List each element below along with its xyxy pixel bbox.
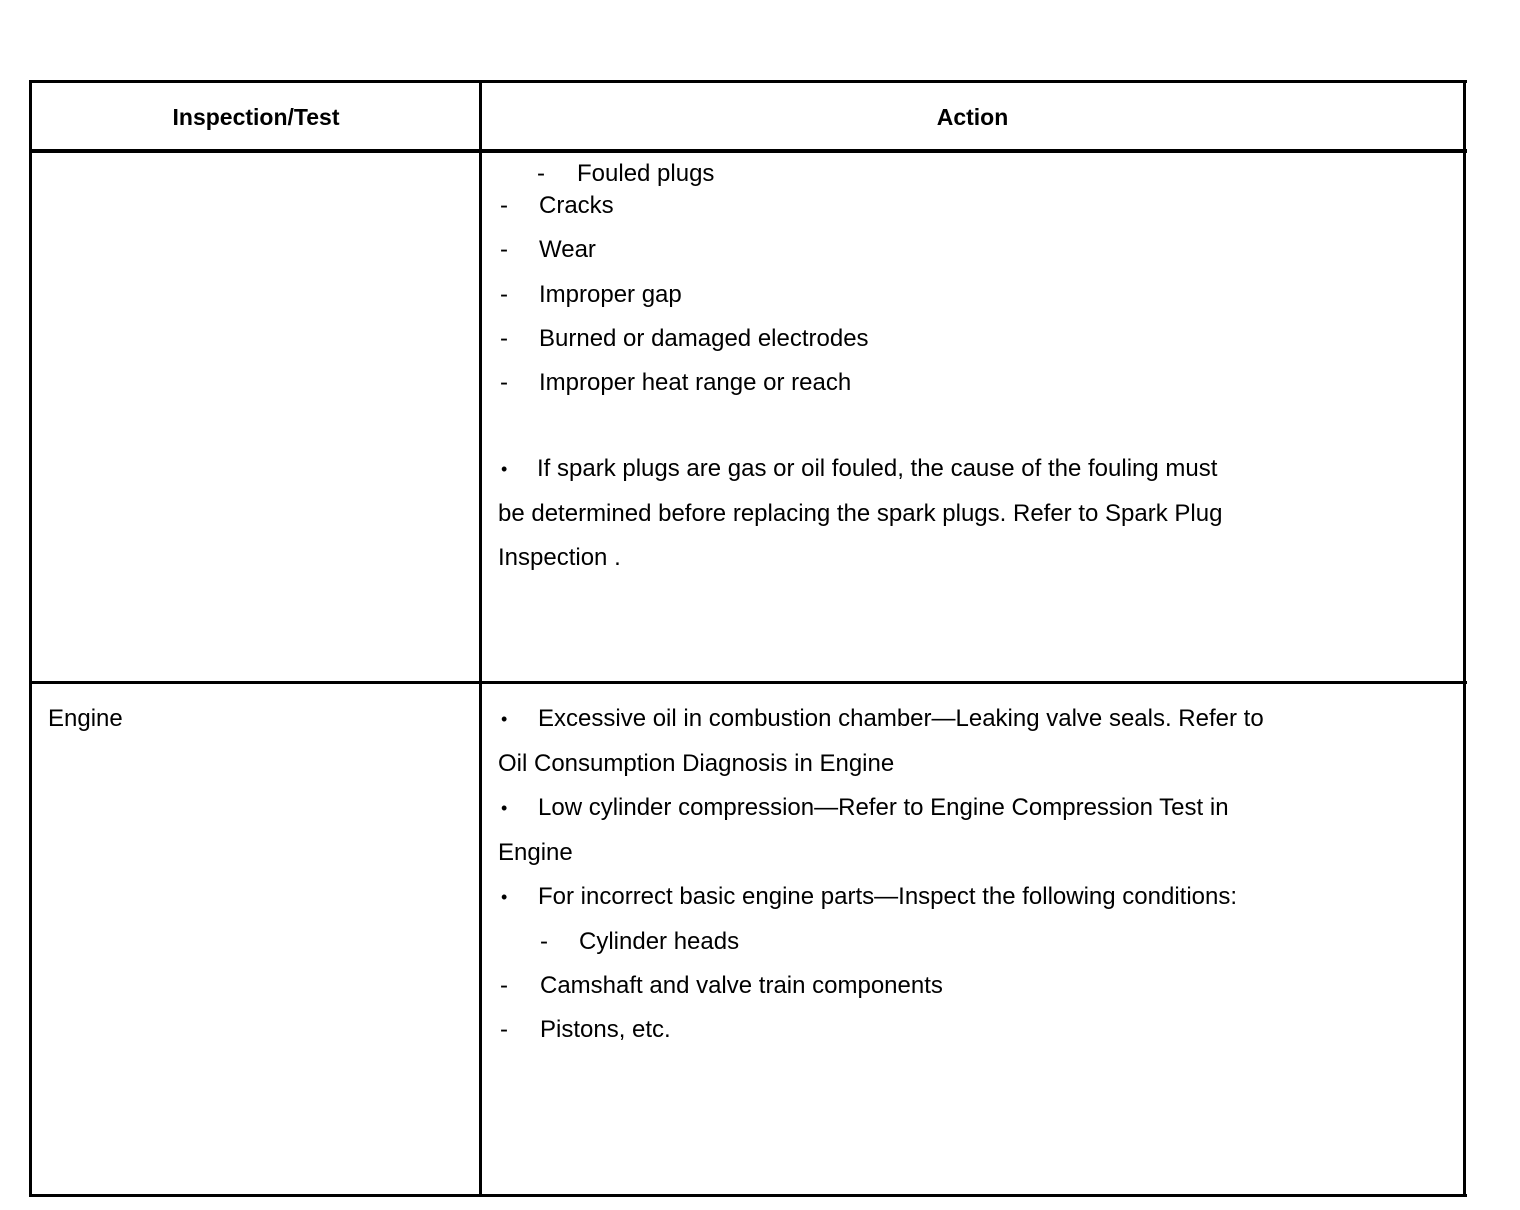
header-action: Action [936, 104, 1009, 130]
bullet-marker: • [501, 887, 508, 907]
list-marker: - [540, 928, 548, 955]
table-border-right [1463, 80, 1466, 1197]
header-divider [29, 149, 1467, 153]
action-line: Burned or damaged electrodes [539, 325, 869, 352]
list-marker: - [500, 325, 508, 352]
row-divider [29, 681, 1467, 684]
action-line: Wear [539, 236, 596, 263]
action-line: Improper heat range or reach [539, 369, 852, 396]
action-line: be determined before replacing the spark… [498, 500, 1223, 527]
table-border-bottom [29, 1194, 1467, 1197]
bullet-marker: • [501, 709, 508, 729]
list-marker: - [500, 972, 508, 999]
bullet-marker: • [501, 798, 508, 818]
table-border-top [29, 80, 1467, 83]
action-line: Low cylinder compression—Refer to Engine… [538, 794, 1229, 821]
action-line: For incorrect basic engine parts—Inspect… [538, 883, 1238, 910]
action-line: Cracks [539, 192, 614, 219]
table-border-left [29, 80, 32, 1197]
action-line: Oil Consumption Diagnosis in Engine [498, 750, 895, 777]
action-line: If spark plugs are gas or oil fouled, th… [537, 455, 1218, 482]
list-marker: - [500, 1016, 508, 1043]
bullet-marker: • [501, 459, 508, 479]
header-inspection-test: Inspection/Test [172, 104, 340, 130]
action-line: Engine [498, 839, 573, 866]
list-marker: - [500, 281, 508, 308]
list-marker: - [537, 160, 545, 187]
action-line: Improper gap [539, 281, 682, 308]
list-marker: - [500, 369, 508, 396]
column-divider [479, 80, 482, 1197]
list-marker: - [500, 236, 508, 263]
action-line: Excessive oil in combustion chamber—Leak… [538, 705, 1264, 732]
inspection-cell: Engine [48, 705, 123, 732]
action-line: Fouled plugs [577, 160, 715, 187]
action-line: Inspection . [498, 544, 621, 571]
action-line: Cylinder heads [579, 928, 740, 955]
action-line: Pistons, etc. [540, 1016, 671, 1043]
action-line: Camshaft and valve train components [540, 972, 943, 999]
list-marker: - [500, 192, 508, 219]
